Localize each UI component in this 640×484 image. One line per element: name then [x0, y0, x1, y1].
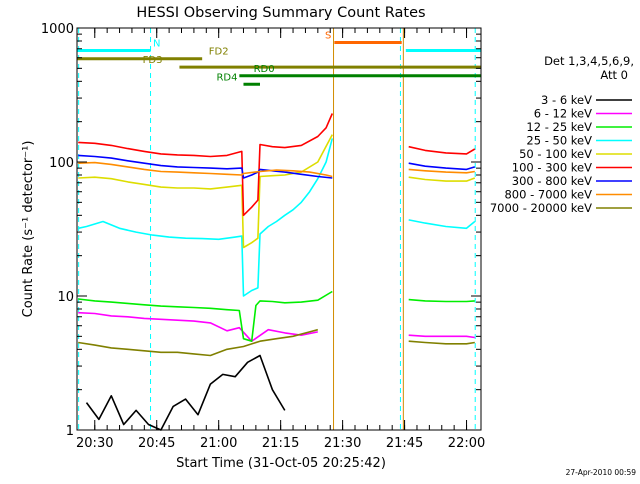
legend-label-800-7000-kev: 800 - 7000 keV: [504, 188, 592, 202]
x-tick-label: 21:30: [324, 436, 361, 451]
series-line-12-25-kev: [78, 290, 475, 342]
legend-label-25-50-kev: 25 - 50 keV: [526, 134, 592, 148]
y-axis-label: Count Rate (s⁻¹ detector⁻¹): [21, 141, 36, 318]
series-line-800-7000-kev: [78, 161, 475, 178]
series-line-3-6-kev: [85, 354, 286, 431]
y-tick-label: 1000: [41, 22, 74, 37]
flag-label-rd0: RD0: [254, 64, 275, 75]
series-line-50-100-kev: [78, 134, 476, 249]
series-line-25-50-kev: [78, 138, 476, 297]
flag-label-rd4: RD4: [216, 72, 237, 83]
x-tick-label: 21:45: [386, 436, 423, 451]
y-tick-label: 100: [49, 156, 74, 171]
y-tick-label: 10: [57, 290, 74, 305]
x-axis-label: Start Time (31-Oct-05 20:25:42): [176, 456, 386, 471]
series-line-6-12-kev: [78, 311, 475, 342]
legend-label-12-25-kev: 12 - 25 keV: [526, 120, 592, 134]
series-line-100-300-kev: [78, 113, 476, 217]
x-tick-label: 20:30: [76, 436, 113, 451]
date-stamp: 27-Apr-2010 00:59: [566, 468, 637, 477]
legend-label-50-100-kev: 50 - 100 keV: [519, 147, 592, 161]
flag-label-fd3: FD3: [143, 55, 163, 66]
legend-label-7000-20000-kev: 7000 - 20000 keV: [490, 201, 592, 215]
legend-label-3-6-kev: 3 - 6 keV: [541, 93, 592, 107]
flag-label-fd2: FD2: [209, 47, 229, 58]
x-tick-label: 20:45: [138, 436, 175, 451]
flag-label-s: S: [325, 30, 331, 41]
chart-title: HESSI Observing Summary Count Rates: [136, 5, 425, 21]
axes-layer: 1 10 100 1000 20:30 20:45 21:00 21:15 21:30 21:45…: [41, 22, 485, 451]
legend-label-300-800-kev: 300 - 800 keV: [512, 174, 592, 188]
series-line-7000-20000-kev: [78, 328, 475, 357]
legend-header-line-1: Det 1,3,4,5,6,9,: [544, 54, 634, 68]
series-line-300-800-kev: [78, 154, 476, 179]
legend-header-line-2: Att 0: [600, 68, 628, 82]
y-tick-label: 1: [66, 424, 74, 439]
plot-data-layer: N FD2 FD3 RD0 RD4 S: [77, 28, 481, 431]
x-tick-label: 21:15: [262, 436, 299, 451]
x-tick-label: 22:00: [448, 436, 485, 451]
legend-label-6-12-kev: 6 - 12 keV: [534, 107, 592, 121]
flag-label-n: N: [153, 38, 160, 49]
x-tick-label: 21:00: [200, 436, 237, 451]
legend-label-100-300-kev: 100 - 300 keV: [512, 161, 592, 175]
plot-frame: [76, 27, 482, 431]
